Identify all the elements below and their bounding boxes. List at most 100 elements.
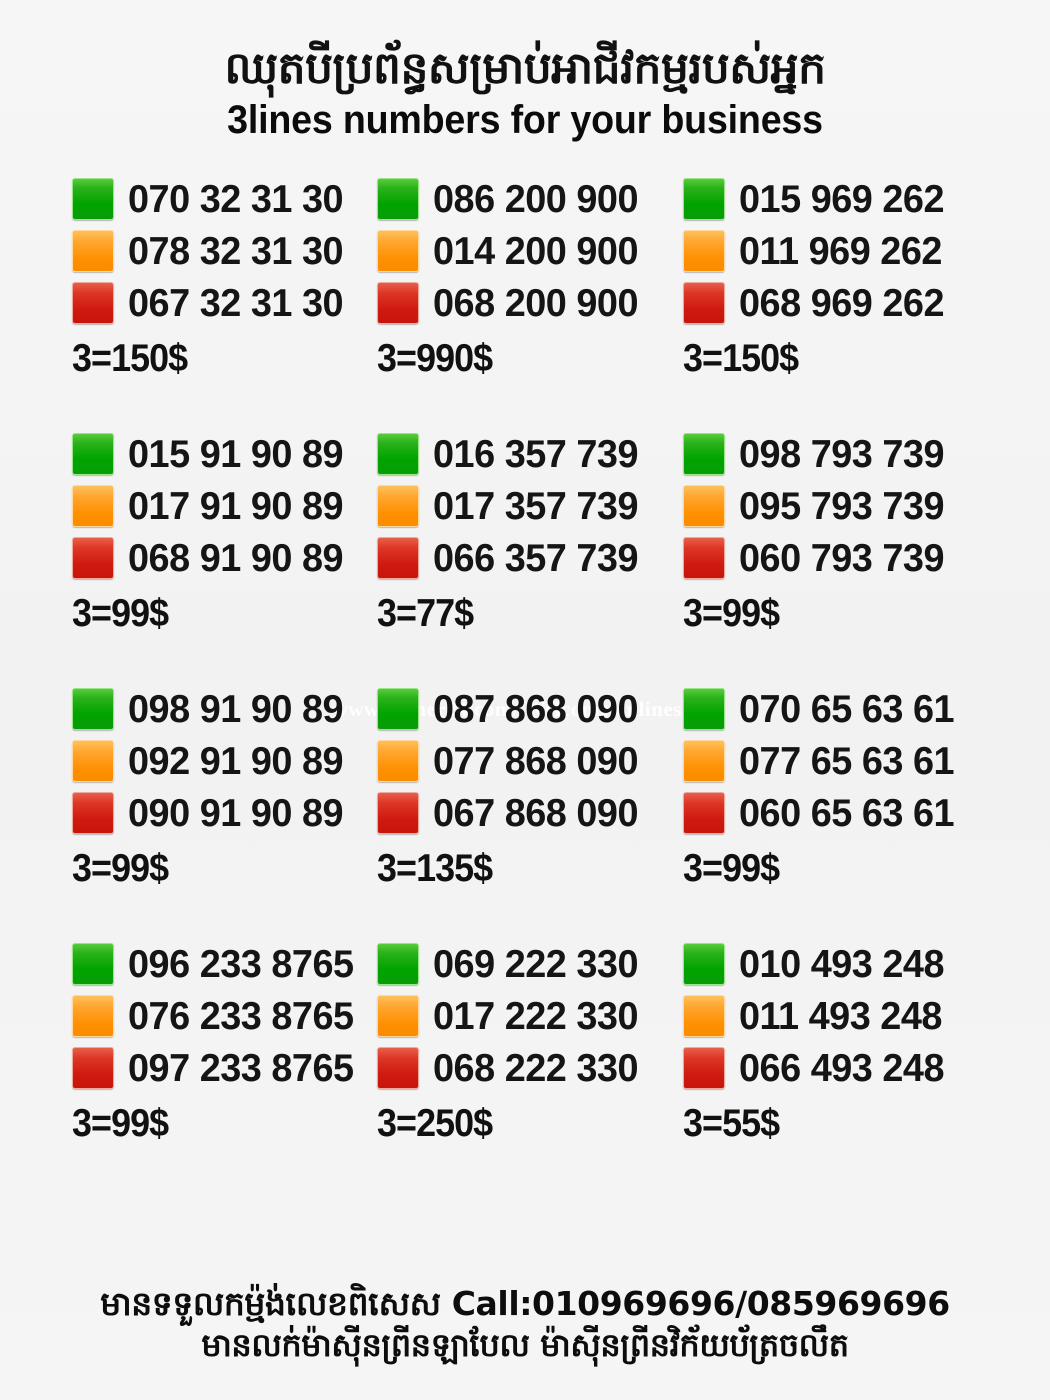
green-swatch-icon <box>377 433 420 476</box>
price-label: 3=99$ <box>72 592 169 636</box>
phone-number[interactable]: 077 868 090 <box>433 739 639 783</box>
phone-number[interactable]: 098 91 90 89 <box>128 687 344 731</box>
number-row-green[interactable]: 015 91 90 89 <box>72 428 377 480</box>
number-row-green[interactable]: 070 32 31 30 <box>72 173 377 225</box>
phone-number[interactable]: 070 65 63 61 <box>738 687 955 731</box>
phone-number[interactable]: 070 32 31 30 <box>128 177 344 221</box>
number-block[interactable]: 087 868 090 077 868 090 067 868 090 3=13… <box>377 683 682 938</box>
number-row-green[interactable]: 070 65 63 61 <box>682 683 988 735</box>
phone-number[interactable]: 095 793 739 <box>738 484 945 528</box>
phone-number[interactable]: 015 969 262 <box>738 177 945 221</box>
number-block[interactable]: 098 91 90 89 092 91 90 89 090 91 90 89 3… <box>72 683 377 938</box>
number-row-red[interactable]: 060 793 739 <box>682 532 988 584</box>
phone-number[interactable]: 010 493 248 <box>738 942 945 986</box>
title-english: 3lines numbers for your business <box>227 98 823 143</box>
phone-number[interactable]: 092 91 90 89 <box>128 739 344 783</box>
phone-number[interactable]: 011 969 262 <box>738 229 942 273</box>
phone-number[interactable]: 078 32 31 30 <box>128 229 344 273</box>
number-row-green[interactable]: 098 793 739 <box>682 428 988 480</box>
number-block[interactable]: 070 65 63 61 077 65 63 61 060 65 63 61 3… <box>682 683 988 938</box>
number-row-red[interactable]: 066 493 248 <box>682 1042 988 1094</box>
phone-number[interactable]: 098 793 739 <box>738 432 945 476</box>
green-swatch-icon <box>72 943 114 986</box>
phone-number[interactable]: 060 793 739 <box>738 536 945 580</box>
phone-number[interactable]: 017 91 90 89 <box>128 484 344 528</box>
number-row-red[interactable]: 097 233 8765 <box>72 1042 377 1094</box>
green-swatch-icon <box>377 943 420 986</box>
green-swatch-icon <box>72 178 114 221</box>
number-row-orange[interactable]: 095 793 739 <box>682 480 988 532</box>
number-row-orange[interactable]: 076 233 8765 <box>72 990 377 1042</box>
phone-number[interactable]: 067 868 090 <box>433 791 639 835</box>
number-block[interactable]: 070 32 31 30 078 32 31 30 067 32 31 30 3… <box>72 173 377 428</box>
number-row-green[interactable]: 087 868 090 <box>377 683 682 735</box>
phone-number[interactable]: 096 233 8765 <box>128 942 354 986</box>
phone-number[interactable]: 014 200 900 <box>433 229 639 273</box>
price-label: 3=77$ <box>377 592 474 636</box>
phone-number[interactable]: 068 222 330 <box>433 1046 639 1090</box>
phone-number[interactable]: 017 357 739 <box>433 484 639 528</box>
number-row-red[interactable]: 068 200 900 <box>377 277 682 329</box>
green-swatch-icon <box>72 688 114 731</box>
red-swatch-icon <box>377 1047 420 1090</box>
phone-number[interactable]: 066 357 739 <box>433 536 639 580</box>
number-row-orange[interactable]: 092 91 90 89 <box>72 735 377 787</box>
phone-number[interactable]: 066 493 248 <box>738 1046 945 1090</box>
phone-number[interactable]: 017 222 330 <box>433 994 639 1038</box>
number-row-orange[interactable]: 017 357 739 <box>377 480 682 532</box>
phone-number[interactable]: 077 65 63 61 <box>738 739 955 783</box>
phone-number[interactable]: 069 222 330 <box>433 942 639 986</box>
phone-number[interactable]: 067 32 31 30 <box>128 281 344 325</box>
phone-number[interactable]: 011 493 248 <box>738 994 942 1038</box>
number-row-red[interactable]: 066 357 739 <box>377 532 682 584</box>
orange-swatch-icon <box>682 995 725 1038</box>
number-row-orange[interactable]: 014 200 900 <box>377 225 682 277</box>
number-block[interactable]: 086 200 900 014 200 900 068 200 900 3=99… <box>377 173 682 428</box>
number-row-red[interactable]: 060 65 63 61 <box>682 787 988 839</box>
number-row-red[interactable]: 067 32 31 30 <box>72 277 377 329</box>
number-block[interactable]: 015 969 262 011 969 262 068 969 262 3=15… <box>682 173 988 428</box>
number-row-green[interactable]: 086 200 900 <box>377 173 682 225</box>
number-row-orange[interactable]: 078 32 31 30 <box>72 225 377 277</box>
number-row-red[interactable]: 068 91 90 89 <box>72 532 377 584</box>
phone-number[interactable]: 086 200 900 <box>433 177 639 221</box>
red-swatch-icon <box>377 537 420 580</box>
green-swatch-icon <box>682 688 725 731</box>
phone-number[interactable]: 016 357 739 <box>433 432 639 476</box>
number-row-red[interactable]: 090 91 90 89 <box>72 787 377 839</box>
phone-number[interactable]: 090 91 90 89 <box>128 791 344 835</box>
number-row-orange[interactable]: 077 868 090 <box>377 735 682 787</box>
number-row-orange[interactable]: 077 65 63 61 <box>682 735 988 787</box>
number-block[interactable]: 069 222 330 017 222 330 068 222 330 3=25… <box>377 938 682 1193</box>
phone-number[interactable]: 076 233 8765 <box>128 994 354 1038</box>
number-block[interactable]: 016 357 739 017 357 739 066 357 739 3=77… <box>377 428 682 683</box>
number-row-orange[interactable]: 017 222 330 <box>377 990 682 1042</box>
phone-number[interactable]: 087 868 090 <box>433 687 639 731</box>
number-row-green[interactable]: 015 969 262 <box>682 173 988 225</box>
number-row-green[interactable]: 098 91 90 89 <box>72 683 377 735</box>
phone-number[interactable]: 060 65 63 61 <box>738 791 955 835</box>
number-row-orange[interactable]: 017 91 90 89 <box>72 480 377 532</box>
phone-number[interactable]: 015 91 90 89 <box>128 432 344 476</box>
phone-number[interactable]: 068 200 900 <box>433 281 639 325</box>
number-row-green[interactable]: 010 493 248 <box>682 938 988 990</box>
number-row-green[interactable]: 096 233 8765 <box>72 938 377 990</box>
number-row-orange[interactable]: 011 969 262 <box>682 225 988 277</box>
number-block[interactable]: 015 91 90 89 017 91 90 89 068 91 90 89 3… <box>72 428 377 683</box>
number-blocks-grid: 070 32 31 30 078 32 31 30 067 32 31 30 3… <box>0 173 1050 1193</box>
number-row-green[interactable]: 016 357 739 <box>377 428 682 480</box>
number-block[interactable]: 096 233 8765 076 233 8765 097 233 8765 3… <box>72 938 377 1193</box>
number-block[interactable]: 010 493 248 011 493 248 066 493 248 3=55… <box>682 938 988 1193</box>
orange-swatch-icon <box>72 230 114 273</box>
phone-number[interactable]: 068 969 262 <box>738 281 945 325</box>
red-swatch-icon <box>72 792 114 835</box>
number-row-red[interactable]: 067 868 090 <box>377 787 682 839</box>
phone-number[interactable]: 068 91 90 89 <box>128 536 344 580</box>
price-label: 3=99$ <box>682 592 780 636</box>
number-row-red[interactable]: 068 969 262 <box>682 277 988 329</box>
number-row-red[interactable]: 068 222 330 <box>377 1042 682 1094</box>
number-row-green[interactable]: 069 222 330 <box>377 938 682 990</box>
phone-number[interactable]: 097 233 8765 <box>128 1046 354 1090</box>
number-block[interactable]: 098 793 739 095 793 739 060 793 739 3=99… <box>682 428 988 683</box>
number-row-orange[interactable]: 011 493 248 <box>682 990 988 1042</box>
